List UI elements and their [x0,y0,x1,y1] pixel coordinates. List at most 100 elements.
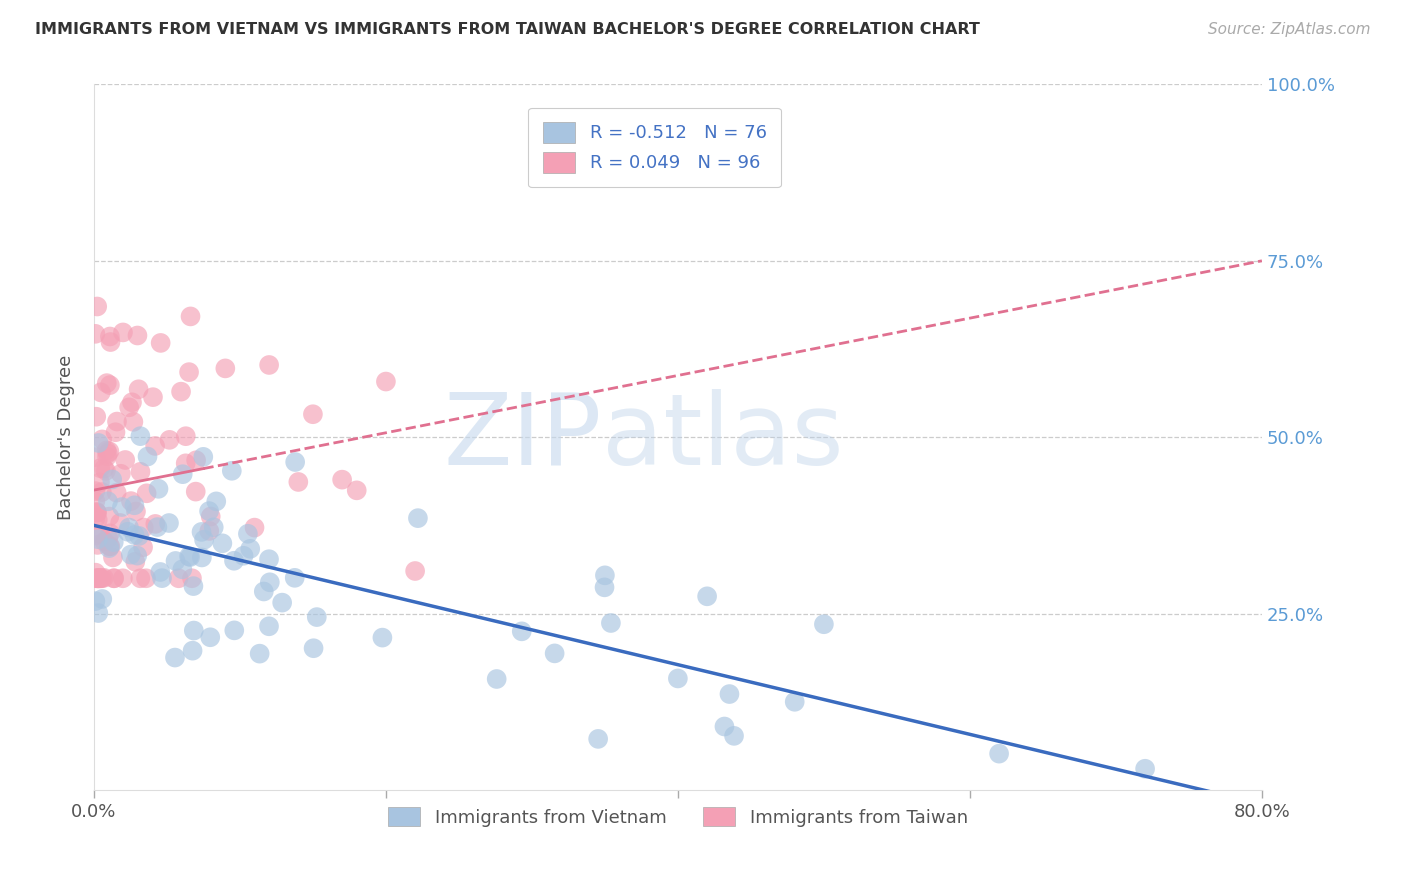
Point [257,552,280,566]
Point [143,439,166,453]
Point [150,571,173,585]
Point [111,500,134,514]
Point [98,509,121,524]
Point [94,464,117,478]
Point [586,731,609,746]
Point [284,455,307,469]
Point [485,672,508,686]
Text: atlas: atlas [602,389,844,485]
Point [93,571,115,585]
Point [157,516,180,530]
Point [87,532,110,546]
Point [783,695,806,709]
Point [593,568,616,582]
Point [93,461,115,475]
Point [666,672,689,686]
Point [211,536,233,550]
Point [120,494,142,508]
Point [101,550,124,565]
Point [93,534,115,549]
Point [149,335,172,350]
Point [132,520,155,534]
Point [193,533,215,547]
Point [257,619,280,633]
Point [117,524,139,539]
Point [170,384,193,399]
Text: Source: ZipAtlas.com: Source: ZipAtlas.com [1208,22,1371,37]
Text: ZIP: ZIP [444,389,602,485]
Point [190,524,212,539]
Point [723,729,745,743]
Point [222,554,245,568]
Point [305,610,328,624]
Point [98,378,121,392]
Point [202,520,225,534]
Point [84,566,107,580]
Point [330,473,353,487]
Point [127,549,149,563]
Point [184,484,207,499]
Point [510,624,533,639]
Point [193,450,215,464]
Point [167,571,190,585]
Point [284,571,307,585]
Point [86,505,108,519]
Point [205,494,228,508]
Point [103,571,125,585]
Point [87,571,110,585]
Point [302,641,325,656]
Point [91,591,114,606]
Point [271,596,294,610]
Point [89,571,111,585]
Point [543,646,565,660]
Point [97,494,120,508]
Point [105,485,128,500]
Point [127,328,149,343]
Text: IMMIGRANTS FROM VIETNAM VS IMMIGRANTS FROM TAIWAN BACHELOR'S DEGREE CORRELATION : IMMIGRANTS FROM VIETNAM VS IMMIGRANTS FR… [35,22,980,37]
Point [1133,762,1156,776]
Point [172,467,194,482]
Point [174,456,197,470]
Point [96,376,118,391]
Point [224,624,246,638]
Point [159,433,181,447]
Point [988,747,1011,761]
Point [98,539,121,553]
Point [177,549,200,564]
Point [91,433,114,447]
Point [696,590,718,604]
Point [198,504,221,518]
Point [97,446,120,460]
Point [84,409,107,424]
Point [221,464,243,478]
Point [104,425,127,440]
Point [89,475,111,490]
Point [84,494,107,508]
Point [89,571,111,585]
Point [713,719,735,733]
Point [86,538,108,552]
Point [135,486,157,500]
Point [114,453,136,467]
Point [183,624,205,638]
Point [183,579,205,593]
Point [124,528,146,542]
Point [146,520,169,534]
Point [87,513,110,527]
Point [136,450,159,464]
Point [121,395,143,409]
Point [84,571,107,585]
Point [108,516,131,530]
Point [101,472,124,486]
Point [184,453,207,467]
Point [128,382,150,396]
Point [249,647,271,661]
Point [129,465,152,479]
Point [111,326,134,340]
Point [110,467,132,481]
Point [90,385,112,400]
Point [105,415,128,429]
Point [120,548,142,562]
Point [97,532,120,546]
Point [96,443,118,458]
